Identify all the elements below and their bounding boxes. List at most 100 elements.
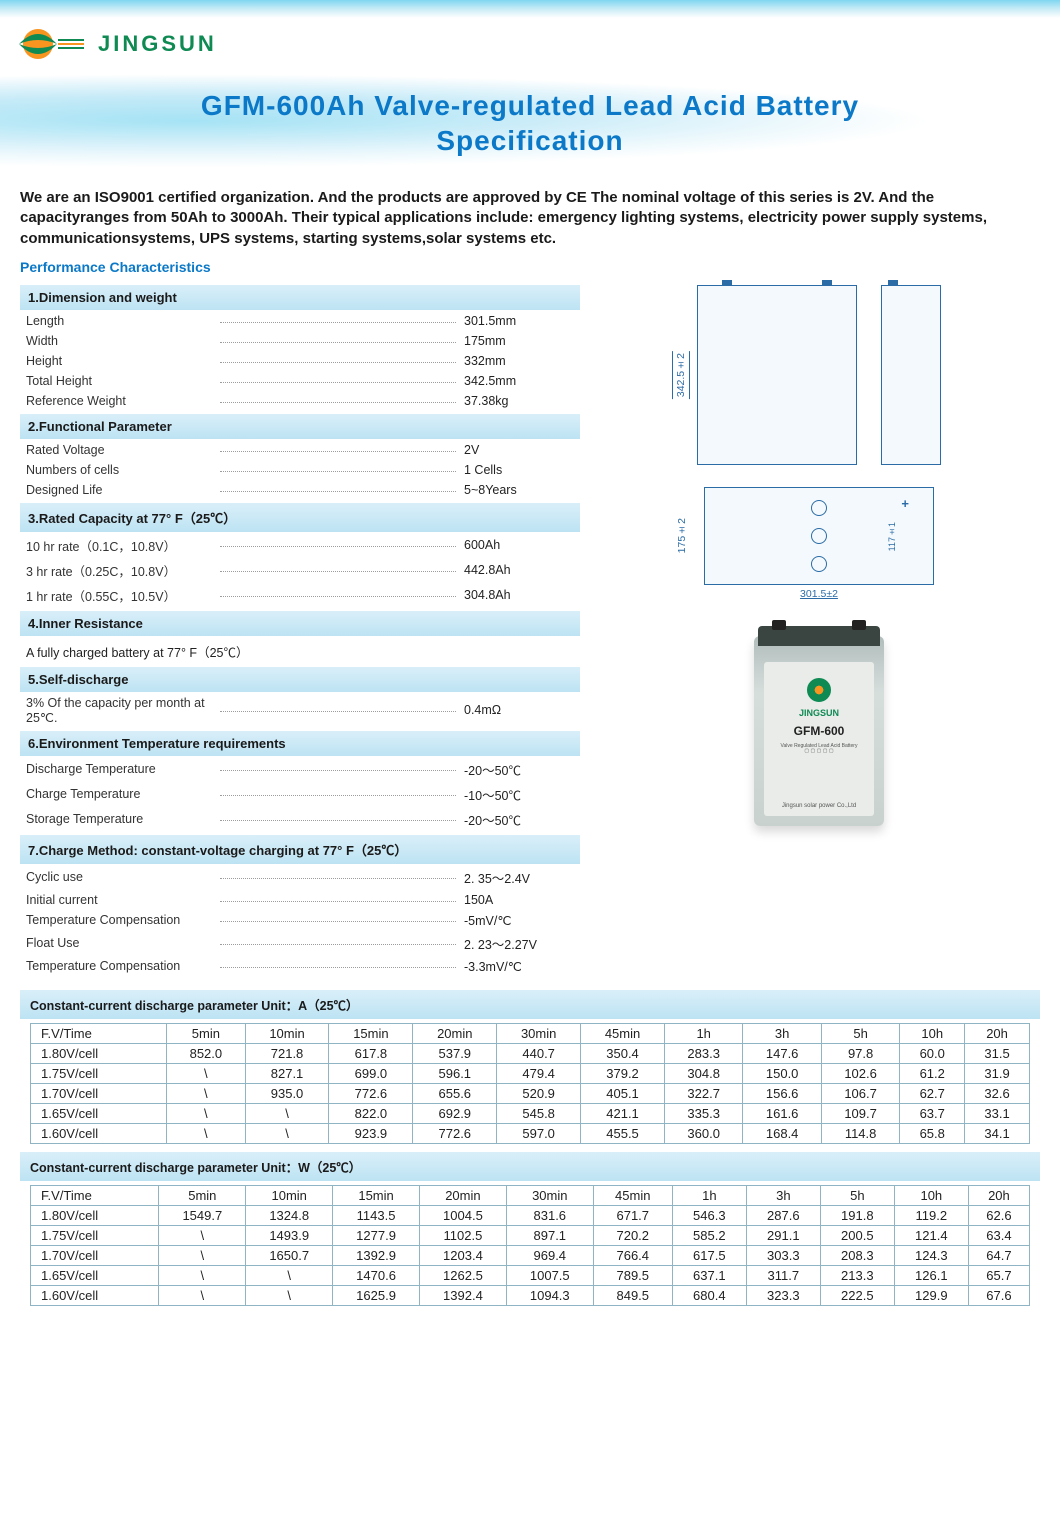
spec-value: -5mV/℃ (464, 913, 574, 928)
table-cell: 637.1 (672, 1265, 746, 1285)
table-cell: 1.80V/cell (31, 1043, 167, 1063)
table-cell: 119.2 (894, 1205, 968, 1225)
spec-note: A fully charged battery at 77° F（25℃） (20, 636, 580, 663)
table-cell: 32.6 (965, 1083, 1030, 1103)
dim-height: 342.5±2 (669, 285, 693, 465)
diagram-side-view (881, 285, 941, 465)
spec-row: 1 hr rate（0.55C，10.5V）304.8Ah (20, 582, 580, 607)
table-cell: 126.1 (894, 1265, 968, 1285)
title-line-2: Specification (436, 125, 623, 156)
table-cell: 766.4 (593, 1245, 672, 1265)
spec-value: 5~8Years (464, 483, 574, 497)
table-cell: 106.7 (821, 1083, 899, 1103)
table-cell: 1004.5 (419, 1205, 506, 1225)
section-heading: 6.Environment Temperature requirements (20, 731, 580, 756)
table-cell: 150.0 (743, 1063, 821, 1083)
table-cell: 114.8 (821, 1123, 899, 1143)
dotted-leader (220, 539, 456, 547)
table-cell: 421.1 (581, 1103, 665, 1123)
table-cell: 849.5 (593, 1285, 672, 1305)
spec-row: 10 hr rate（0.1C，10.8V）600Ah (20, 532, 580, 557)
table-cell: 1.70V/cell (31, 1083, 167, 1103)
dim-height-value: 342.5±2 (672, 351, 690, 399)
spec-value: -20～50℃ (464, 810, 574, 829)
battery-logo-icon (807, 678, 831, 702)
table-row: 1.60V/cell\\1625.91392.41094.3849.5680.4… (31, 1285, 1030, 1305)
spec-label: Charge Temperature (26, 787, 216, 801)
spec-value: 2. 35～2.4V (464, 868, 574, 887)
spec-row: 3% Of the capacity per month at 25℃.0.4m… (20, 692, 580, 727)
table-cell: 322.7 (664, 1083, 742, 1103)
spec-row: Height332mm (20, 350, 580, 370)
spec-row: Width175mm (20, 330, 580, 350)
table-cell: \ (245, 1123, 329, 1143)
dotted-leader (220, 355, 456, 363)
dotted-leader (220, 464, 456, 472)
table-cell: 61.2 (900, 1063, 965, 1083)
table-cell: 323.3 (746, 1285, 820, 1305)
spec-value: -3.3mV/℃ (464, 959, 574, 974)
table-cell: 64.7 (968, 1245, 1029, 1265)
table-cell: 1102.5 (419, 1225, 506, 1245)
table-cell: 213.3 (820, 1265, 894, 1285)
dim-top-width: 301.5±2 (704, 588, 934, 600)
table-header-cell: 5h (820, 1185, 894, 1205)
table-header-cell: 5h (821, 1023, 899, 1043)
spec-value: -20～50℃ (464, 760, 574, 779)
section-heading: 1.Dimension and weight (20, 285, 580, 310)
table-header-cell: 45min (593, 1185, 672, 1205)
table-header-cell: 1h (672, 1185, 746, 1205)
table-header-cell: 15min (329, 1023, 413, 1043)
table-cell: 597.0 (497, 1123, 581, 1143)
spec-row: Temperature Compensation-3.3mV/℃ (20, 955, 580, 976)
terminal-dot-icon (811, 528, 827, 544)
spec-label: Rated Voltage (26, 443, 216, 457)
spec-value: 175mm (464, 334, 574, 348)
table-cell: 147.6 (743, 1043, 821, 1063)
table-row: 1.70V/cell\1650.71392.91203.4969.4766.46… (31, 1245, 1030, 1265)
spec-value: 332mm (464, 354, 574, 368)
table-cell: \ (159, 1225, 246, 1245)
spec-row: Designed Life5~8Years (20, 479, 580, 499)
spec-value: 600Ah (464, 538, 574, 552)
table-cell: 31.9 (965, 1063, 1030, 1083)
table-cell: 692.9 (413, 1103, 497, 1123)
spec-value: 442.8Ah (464, 563, 574, 577)
spec-row: Rated Voltage2V (20, 439, 580, 459)
table-header-cell: 5min (167, 1023, 245, 1043)
table-header-cell: 10min (246, 1185, 333, 1205)
table-cell: \ (159, 1265, 246, 1285)
table-cell: 699.0 (329, 1063, 413, 1083)
dotted-leader (220, 484, 456, 492)
side-column: 342.5±2 + 117±1 301.5±2 (598, 281, 1040, 826)
table-header-cell: 45min (581, 1023, 665, 1043)
table-cell: 283.3 (664, 1043, 742, 1063)
table-cell: 1.80V/cell (31, 1205, 159, 1225)
table-cell: \ (159, 1245, 246, 1265)
spec-row: Temperature Compensation-5mV/℃ (20, 909, 580, 930)
dotted-leader (220, 589, 456, 597)
table-header-cell: 10h (900, 1023, 965, 1043)
dotted-leader (220, 564, 456, 572)
table-cell: \ (167, 1063, 245, 1083)
table-header-cell: 30min (506, 1185, 593, 1205)
spec-label: Discharge Temperature (26, 762, 216, 776)
table-header-cell: 20h (968, 1185, 1029, 1205)
diagram-top-view: + 117±1 (704, 487, 934, 585)
table2-heading: Constant-current discharge parameter Uni… (20, 1152, 1040, 1181)
table-header-cell: 20min (413, 1023, 497, 1043)
dotted-leader (220, 937, 456, 945)
table-header-cell: F.V/Time (31, 1023, 167, 1043)
table-cell: \ (246, 1285, 333, 1305)
spec-row: Total Height342.5mm (20, 370, 580, 390)
table-cell: 191.8 (820, 1205, 894, 1225)
intro-text: We are an ISO9001 certified organization… (0, 176, 1060, 255)
spec-label: Total Height (26, 374, 216, 388)
table-cell: 121.4 (894, 1225, 968, 1245)
table-header-cell: 1h (664, 1023, 742, 1043)
table-cell: 1392.4 (419, 1285, 506, 1305)
battery-body: JINGSUN GFM-600 Valve Regulated Lead Aci… (754, 636, 884, 826)
table-row: 1.75V/cell\1493.91277.91102.5897.1720.25… (31, 1225, 1030, 1245)
table-cell: 129.9 (894, 1285, 968, 1305)
table-cell: 60.0 (900, 1043, 965, 1063)
